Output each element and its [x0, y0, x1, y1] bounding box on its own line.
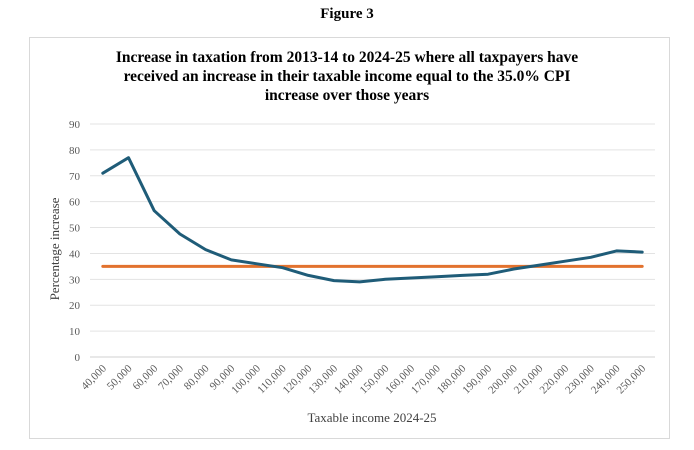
y-tick-label: 40	[69, 248, 81, 260]
chart-title-line-3: increase over those years	[264, 87, 430, 104]
chart-frame	[29, 37, 670, 439]
chart-title-line-1: Increase in taxation from 2013-14 to 202…	[115, 49, 579, 66]
y-tick-labels: 0 10 20 30 40 50 60 70 80 90	[69, 119, 81, 364]
x-tick-labels: 40,00050,00060,00070,00080,00090,000100,…	[79, 362, 649, 396]
x-tick-label: 60,000	[130, 362, 160, 392]
gridlines	[90, 123, 655, 358]
figure-label: Figure 3	[320, 6, 374, 22]
y-tick-label: 0	[75, 352, 81, 364]
x-tick-label: 70,000	[156, 362, 186, 392]
x-tick-label: 50,000	[105, 362, 135, 392]
chart-title: Increase in taxation from 2013-14 to 202…	[62, 48, 632, 105]
y-tick-label: 90	[69, 119, 81, 131]
y-axis-title: Percentage increase	[47, 197, 62, 300]
y-tick-label: 60	[69, 197, 81, 209]
y-tick-label: 10	[69, 326, 81, 338]
y-tick-label: 70	[69, 171, 81, 183]
x-axis-title: Taxable income 2024-25	[307, 410, 436, 425]
x-tick-label: 250,000	[615, 362, 649, 396]
x-tick-label: 40,000	[79, 362, 109, 392]
chart-title-line-2: received an increase in their taxable in…	[123, 68, 571, 85]
y-tick-label: 50	[69, 223, 81, 235]
y-tick-label: 80	[69, 145, 81, 157]
y-tick-label: 20	[69, 300, 81, 312]
series-lines	[101, 156, 644, 284]
x-tick-label: 80,000	[182, 362, 212, 392]
y-tick-label: 30	[69, 274, 81, 286]
series-line-tax-increase	[101, 156, 644, 284]
